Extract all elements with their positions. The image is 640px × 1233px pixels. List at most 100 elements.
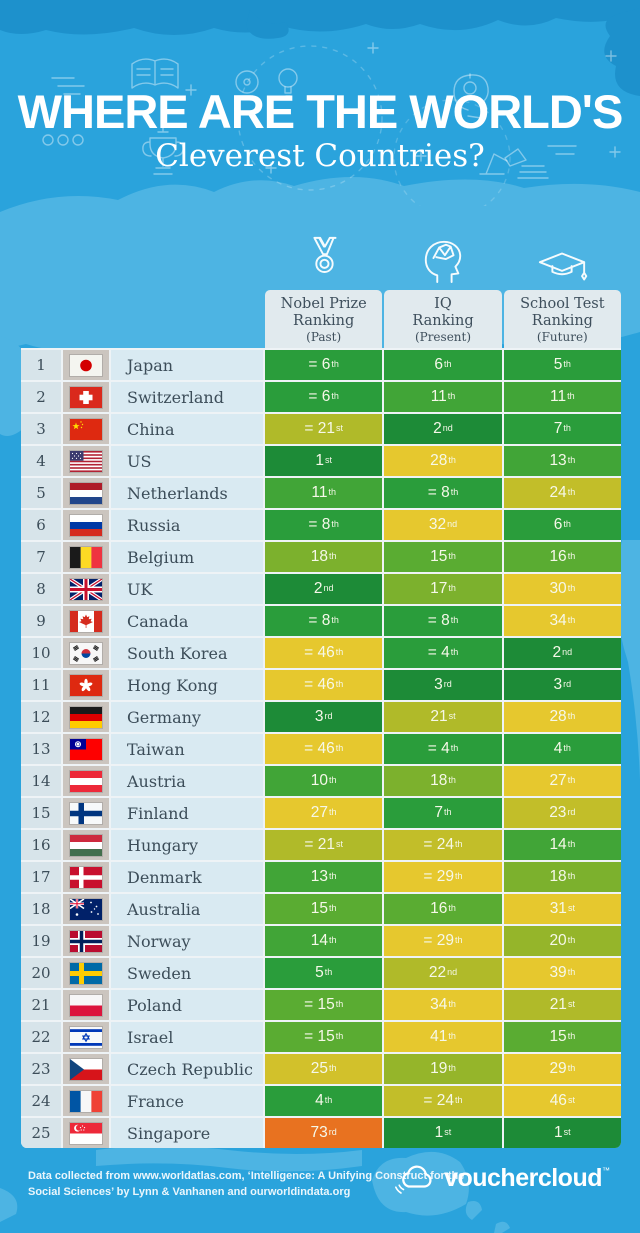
rank-number: 22: [21, 1022, 61, 1052]
country-name: Norway: [111, 926, 263, 956]
rank-number: 24: [21, 1086, 61, 1116]
country-name: Belgium: [111, 542, 263, 572]
country-name: Israel: [111, 1022, 263, 1052]
gramophone-disc-icon: [235, 70, 259, 94]
rank-number: 18: [21, 894, 61, 924]
country-name: France: [111, 1086, 263, 1116]
dashed-circle-icon: [393, 99, 511, 206]
flag-us-icon: [63, 446, 109, 476]
country-name: Switzerland: [111, 382, 263, 412]
country-name: South Korea: [111, 638, 263, 668]
page-subtitle: Cleverest Countries?: [155, 138, 485, 174]
flag-hk-icon: [63, 670, 109, 700]
rank-number: 8: [21, 574, 61, 604]
flag-il-icon: [63, 1022, 109, 1052]
brain-icon: [384, 235, 501, 290]
column-icons-row: [21, 234, 621, 290]
speed-lines-icon: [51, 77, 85, 95]
ranking-table: Nobel Prize Ranking (Past) IQ Ranking (P…: [21, 234, 621, 1148]
column-header-iq: IQ Ranking (Present): [384, 290, 502, 348]
rank-number: 6: [21, 510, 61, 540]
flag-se-icon: [63, 958, 109, 988]
country-name: Finland: [111, 798, 263, 828]
graduation-cap-icon: [504, 249, 621, 290]
header-doodles: [42, 42, 621, 206]
column-headers-row: Nobel Prize Ranking (Past) IQ Ranking (P…: [21, 290, 621, 348]
ellipsis-circles-icon: [42, 134, 84, 146]
flag-ca-icon: [63, 606, 109, 636]
country-name: Germany: [111, 702, 263, 732]
thinking-head-icon: [453, 73, 489, 119]
flag-cn-icon: [63, 414, 109, 444]
country-name: Austria: [111, 766, 263, 796]
source-line-1: Data collected from www.worldatlas.com, …: [28, 1170, 465, 1182]
flag-fr-icon: [63, 1086, 109, 1116]
medal-icon: [265, 235, 382, 290]
rank-number: 1: [21, 350, 61, 380]
country-name: Japan: [111, 350, 263, 380]
book-icon: [131, 58, 179, 89]
flag-at-icon: [63, 766, 109, 796]
country-name: UK: [111, 574, 263, 604]
country-name: US: [111, 446, 263, 476]
flag-kr-icon: [63, 638, 109, 668]
plus-icon: [185, 42, 621, 174]
rank-number: 10: [21, 638, 61, 668]
flag-pl-icon: [63, 990, 109, 1020]
flag-nl-icon: [63, 478, 109, 508]
flag-sg-icon: [63, 1118, 109, 1148]
rank-number: 17: [21, 862, 61, 892]
country-name: Australia: [111, 894, 263, 924]
